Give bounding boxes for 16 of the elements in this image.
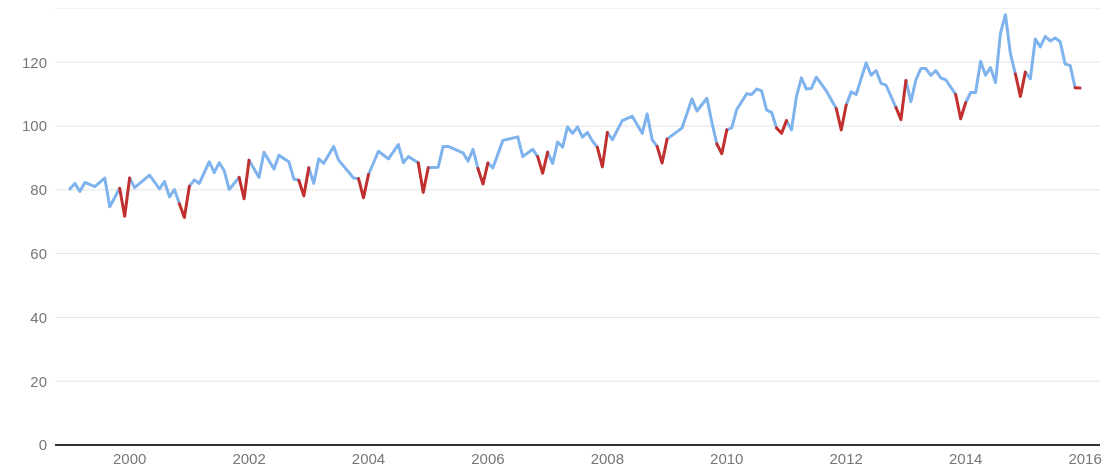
x-tick-label: 2012 bbox=[829, 449, 863, 467]
x-tick-label: 2014 bbox=[948, 449, 983, 467]
x-tick-label: 2010 bbox=[710, 449, 744, 467]
x-tick-label: 2002 bbox=[232, 449, 266, 467]
x-tick-label: 2006 bbox=[471, 449, 505, 467]
y-tick-label: 80 bbox=[30, 181, 47, 199]
x-tick-label: 2004 bbox=[351, 449, 386, 467]
x-tick-label: 2016 bbox=[1068, 449, 1102, 467]
y-tick-label: 40 bbox=[30, 308, 47, 326]
x-tick-label: 2008 bbox=[590, 449, 625, 467]
y-tick-label: 120 bbox=[21, 53, 47, 71]
y-tick-label: 0 bbox=[38, 436, 47, 454]
y-tick-label: 100 bbox=[21, 117, 47, 135]
x-tick-label: 2000 bbox=[112, 449, 147, 467]
y-tick-label: 60 bbox=[30, 244, 47, 262]
y-tick-label: 20 bbox=[30, 372, 47, 390]
